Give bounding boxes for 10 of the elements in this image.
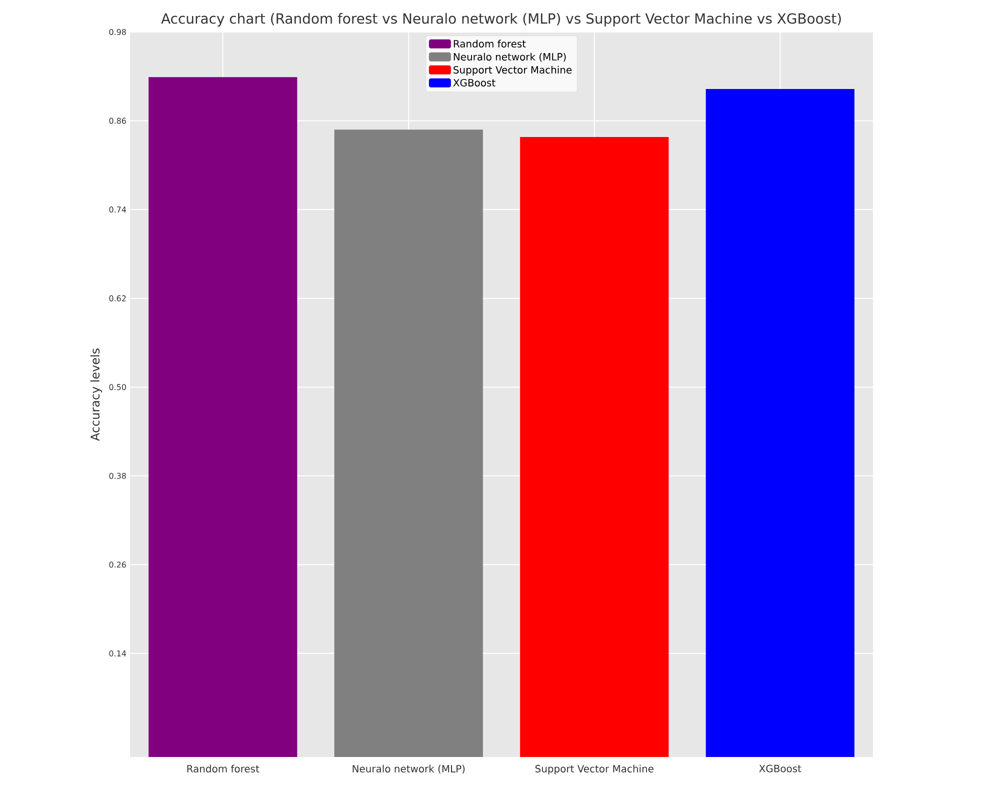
- legend-label: Neuralo network (MLP): [454, 52, 566, 62]
- legend-label: Support Vector Machine: [454, 66, 572, 76]
- x-tick-label: XGBoost: [759, 764, 802, 772]
- x-tick-label: Neuralo network (MLP): [352, 764, 465, 774]
- chart-title: Accuracy chart (Random forest vs Neuralo network (MLP) vs Support Vector Machine vs XGBoost): [161, 13, 841, 26]
- x-tick-label: Random forest: [187, 764, 260, 772]
- legend-label: Random forest: [454, 40, 526, 48]
- y-axis-title: Accuracy levels: [90, 348, 102, 441]
- x-tick-label: Support Vector Machine: [535, 764, 654, 774]
- legend-label: XGBoost: [453, 78, 496, 86]
